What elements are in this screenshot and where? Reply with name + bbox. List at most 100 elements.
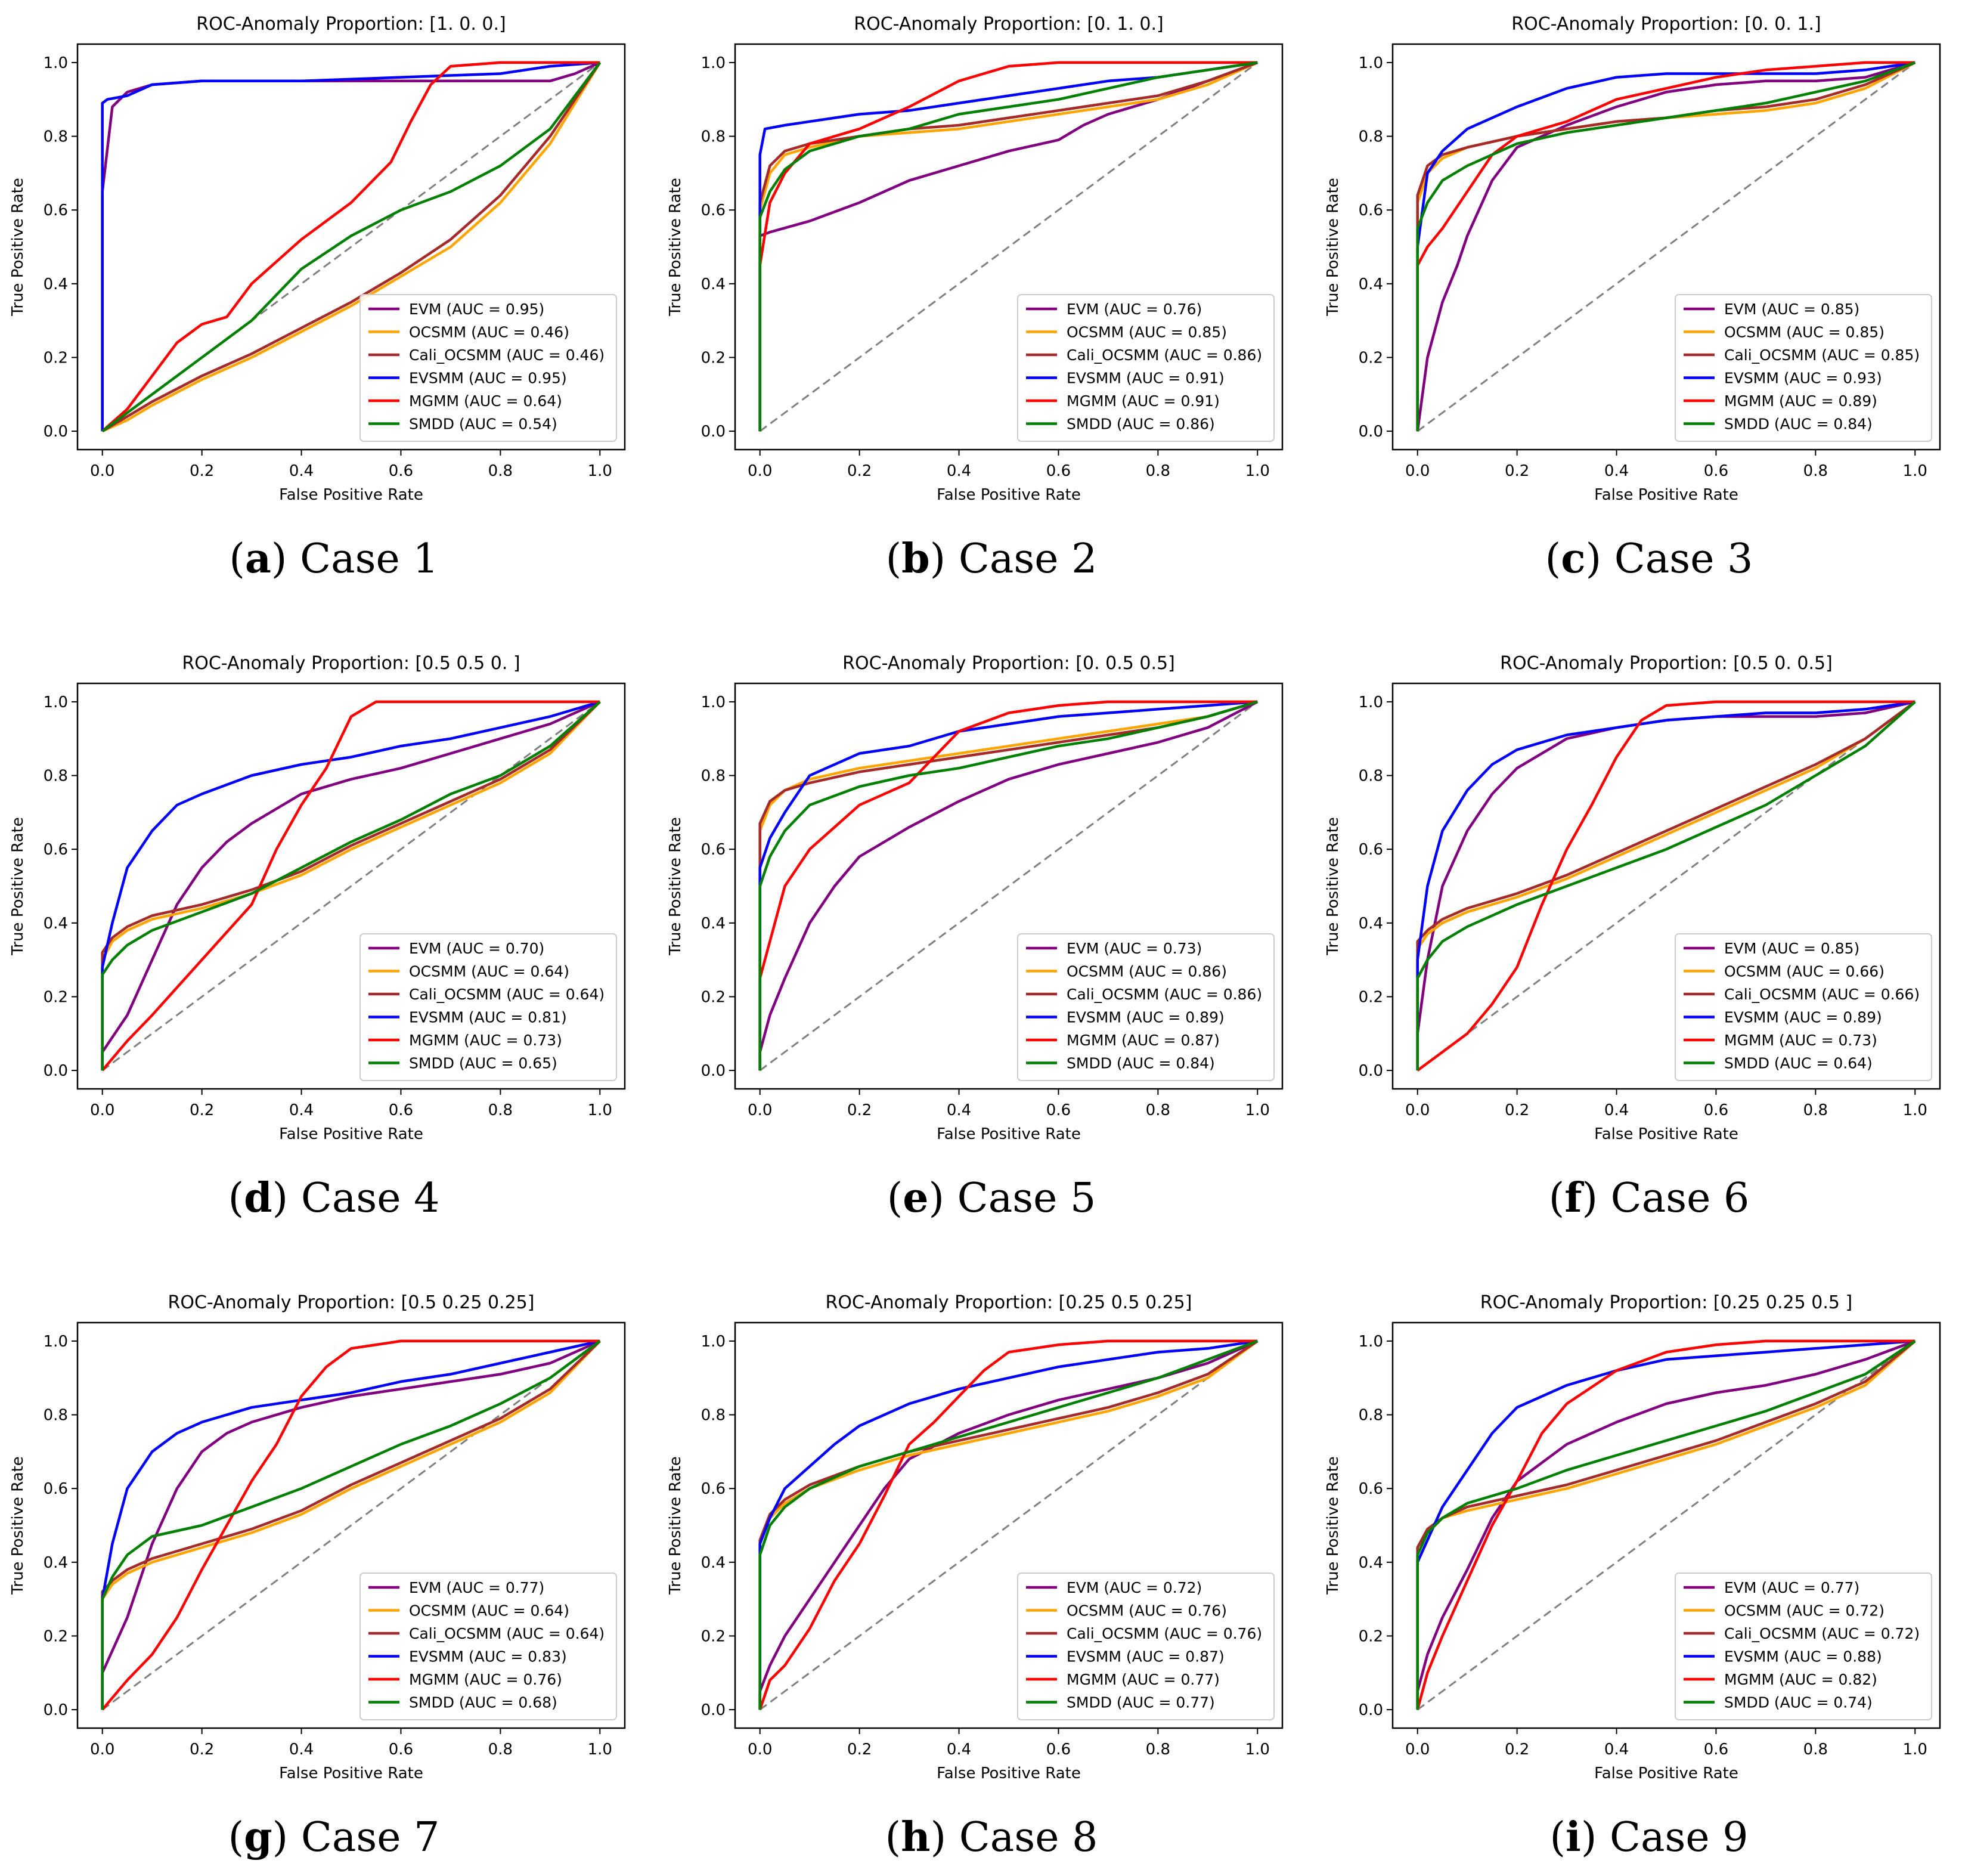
y-tick-label: 1.0 (44, 1333, 68, 1351)
y-tick-label: 0.8 (701, 128, 726, 146)
x-tick-label: 0.2 (847, 1101, 872, 1119)
x-axis-label: False Positive Rate (279, 1125, 423, 1143)
x-tick-label: 0.8 (1146, 1101, 1170, 1119)
roc-curve-evm (758, 1339, 1259, 1710)
legend-entry: EVSMM (AUC = 0.89) (1067, 1009, 1225, 1026)
legend-entry: Cali_OCSMM (AUC = 0.66) (1724, 986, 1920, 1003)
legend-entry: MGMM (AUC = 0.77) (1067, 1671, 1220, 1688)
legend-entry: OCSMM (AUC = 0.66) (1724, 963, 1884, 980)
caption-part: c (1561, 535, 1585, 583)
roc-curve-mgmm (758, 1339, 1258, 1710)
legend-entry: SMDD (AUC = 0.68) (409, 1694, 557, 1711)
x-tick-label: 0.0 (90, 462, 114, 480)
chance-diagonal-line (101, 61, 601, 432)
legend-entry: SMDD (AUC = 0.84) (1724, 416, 1873, 433)
x-tick-label: 0.8 (1146, 462, 1170, 480)
y-tick-label: 0.4 (1359, 275, 1383, 293)
legend-entry: SMDD (AUC = 0.65) (409, 1055, 557, 1072)
roc-panel-a: ROC-Anomaly Proportion: [1. 0. 0.] 0.0 0.2… (9, 14, 626, 583)
x-tick-label: 1.0 (588, 462, 612, 480)
x-tick-label: 0.0 (748, 1101, 772, 1119)
y-tick-label: 0.4 (44, 1554, 68, 1572)
legend-entry: EVM (AUC = 0.72) (1067, 1579, 1202, 1596)
y-tick-label: 0.0 (701, 423, 726, 441)
chance-diagonal-line (759, 701, 1259, 1072)
y-tick-label: 0.2 (44, 1627, 68, 1645)
roc-panel-g: ROC-Anomaly Proportion: [0.5 0.25 0.25] 0… (9, 1292, 626, 1861)
x-tick-label: 0.4 (947, 462, 971, 480)
roc-panel-h: ROC-Anomaly Proportion: [0.25 0.5 0.25] 0… (667, 1292, 1284, 1861)
legend-box (1017, 1572, 1275, 1720)
subfigure-caption: (d) Case 4 (228, 1174, 440, 1222)
roc-panel-c: ROC-Anomaly Proportion: [0. 0. 1.] 0.0 0.2… (1324, 14, 1941, 583)
roc-curve-mgmm (1416, 1339, 1915, 1710)
roc-curve-evsmm (101, 700, 600, 1071)
y-tick-label: 0.4 (701, 915, 726, 933)
roc-curve-evsmm (101, 1339, 600, 1710)
roc-curve-mgmm (1417, 700, 1915, 1072)
plot-frame (1391, 1321, 1941, 1729)
legend-entry: EVM (AUC = 0.70) (409, 940, 544, 957)
chance-diagonal-line (759, 1340, 1259, 1711)
y-tick-label: 0.4 (1359, 915, 1383, 933)
legend: EVM (AUC = 0.70) OCSMM (AUC = 0.64) Cali_O… (359, 933, 617, 1081)
caption-part: ) Case 3 (1586, 535, 1753, 583)
roc-curve-evm (1416, 61, 1915, 432)
plot-frame (1391, 43, 1941, 451)
caption-part: ( (228, 1814, 244, 1861)
y-tick-label: 0.2 (701, 1627, 726, 1645)
y-tick-label: 0.8 (44, 128, 68, 146)
roc-curve-evm (1416, 700, 1915, 1071)
y-tick-label: 0.0 (44, 1701, 68, 1719)
legend-entry: OCSMM (AUC = 0.86) (1067, 963, 1227, 980)
caption-part: ) Case 5 (929, 1175, 1096, 1222)
legend-entry: OCSMM (AUC = 0.85) (1724, 324, 1884, 341)
y-tick-label: 1.0 (44, 694, 68, 711)
roc-curve-mgmm (101, 1339, 600, 1711)
caption-part: g (244, 1813, 272, 1861)
caption-part: ( (228, 1175, 244, 1222)
roc-curve-smdd (101, 701, 601, 1071)
x-tick-label: 1.0 (1903, 1101, 1927, 1119)
x-tick-label: 0.8 (488, 462, 513, 480)
legend-entry: MGMM (AUC = 0.87) (1067, 1032, 1220, 1049)
caption-part: ) Case 7 (272, 1814, 440, 1861)
legend-entry: MGMM (AUC = 0.89) (1724, 392, 1877, 410)
x-tick-label: 0.4 (1604, 1741, 1629, 1759)
x-tick-label: 0.8 (1146, 1741, 1170, 1759)
roc-curve-cali-ocsmm (1416, 1340, 1916, 1710)
x-tick-label: 0.6 (1046, 462, 1071, 480)
legend-box (1017, 294, 1275, 442)
x-tick-label: 0.0 (1405, 462, 1430, 480)
y-tick-label: 1.0 (1359, 54, 1383, 72)
legend-entry: MGMM (AUC = 0.73) (409, 1032, 562, 1049)
x-tick-label: 0.6 (1704, 1101, 1728, 1119)
legend-entry: OCSMM (AUC = 0.64) (409, 1602, 569, 1620)
x-axis-label: False Positive Rate (1594, 1125, 1738, 1143)
y-axis-label: True Positive Rate (9, 1456, 27, 1595)
y-tick-label: 1.0 (701, 1333, 726, 1351)
y-tick-label: 0.6 (701, 841, 726, 859)
roc-curve-smdd (1416, 1340, 1916, 1710)
y-tick-label: 0.6 (44, 202, 68, 219)
y-tick-label: 0.6 (1359, 841, 1383, 859)
roc-curve-evsmm (101, 61, 600, 432)
chart-title: ROC-Anomaly Proportion: [0.5 0.5 0. ] (182, 653, 520, 674)
legend-entry: EVM (AUC = 0.73) (1067, 940, 1202, 957)
caption-part: ( (1549, 1175, 1565, 1222)
caption-part: ) Case 4 (272, 1175, 440, 1222)
x-tick-label: 0.0 (748, 462, 772, 480)
legend: EVM (AUC = 0.72) OCSMM (AUC = 0.76) Cali_O… (1017, 1572, 1275, 1720)
y-tick-label: 0.0 (44, 1062, 68, 1080)
y-tick-label: 1.0 (1359, 1333, 1383, 1351)
x-tick-label: 1.0 (1903, 462, 1927, 480)
x-tick-label: 0.4 (947, 1101, 971, 1119)
y-tick-label: 0.2 (701, 988, 726, 1006)
x-tick-label: 0.6 (1704, 462, 1728, 480)
x-tick-label: 0.8 (1803, 462, 1828, 480)
y-tick-label: 0.8 (1359, 1407, 1383, 1425)
y-tick-label: 0.6 (44, 841, 68, 859)
x-tick-label: 0.2 (190, 462, 214, 480)
plot-frame (734, 1321, 1284, 1729)
subfigure-caption: (a) Case 1 (229, 535, 438, 583)
